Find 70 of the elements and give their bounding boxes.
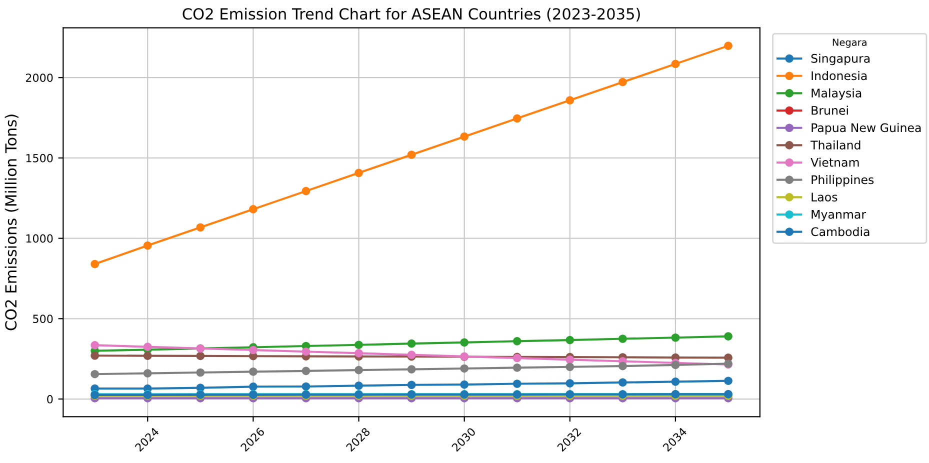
point: [196, 352, 205, 360]
point: [143, 342, 152, 351]
point: [618, 362, 627, 370]
point: [90, 370, 100, 378]
point: [354, 366, 363, 374]
y-tick-label: 2000: [26, 74, 53, 82]
legend-label: Philippines: [812, 175, 874, 186]
legend-label: Brunei: [812, 106, 848, 115]
legend-label: Laos: [812, 192, 838, 202]
point: [249, 382, 258, 391]
legend-label: Myanmar: [812, 210, 866, 222]
point: [302, 366, 310, 376]
point: [671, 60, 680, 68]
point: [512, 380, 522, 388]
point: [354, 340, 363, 350]
point: [566, 355, 574, 364]
legend-label: Indonesia: [812, 71, 867, 80]
point: [302, 186, 310, 196]
legend-label: Singapura: [811, 54, 870, 66]
point: [90, 351, 100, 360]
point: [724, 42, 732, 50]
legend-title: Negara: [832, 38, 866, 48]
y-tick-label: 1500: [26, 154, 53, 162]
point: [407, 365, 416, 374]
point: [90, 341, 100, 350]
point: [460, 132, 468, 141]
point: [302, 347, 310, 356]
point: [354, 168, 363, 178]
point: [407, 339, 416, 348]
point: [460, 380, 468, 389]
y-tick-label: 0: [47, 394, 53, 404]
point: [618, 78, 627, 86]
legend-label: Malaysia: [812, 88, 862, 100]
point: [512, 114, 522, 123]
point: [196, 223, 205, 232]
point: [407, 150, 416, 159]
point: [143, 241, 152, 250]
point: [354, 382, 363, 390]
point: [671, 333, 680, 342]
point: [566, 379, 574, 388]
point: [512, 364, 522, 372]
point: [249, 346, 258, 354]
point: [671, 378, 680, 386]
point: [566, 336, 574, 344]
legend-label: Cambodia: [811, 227, 870, 236]
point: [512, 337, 522, 346]
chart-title: CO2 Emission Trend Chart for ASEAN Countries (2023-2035): [182, 8, 640, 22]
point: [354, 349, 363, 358]
point: [618, 334, 627, 343]
y-tick-label: 500: [33, 314, 53, 324]
y-axis-title: CO2 Emissions (Million Tons): [4, 114, 18, 330]
point: [302, 382, 310, 391]
point: [196, 368, 205, 377]
point: [90, 260, 100, 268]
point: [724, 376, 732, 386]
point: [407, 380, 416, 390]
point: [143, 369, 152, 378]
point: [249, 368, 258, 376]
point: [724, 332, 732, 341]
point: [460, 338, 468, 347]
legend-label: Vietnam: [810, 158, 859, 167]
point: [618, 378, 627, 387]
legend-label: Papua New Guinea: [812, 123, 921, 134]
y-tick-label: 1000: [26, 234, 53, 243]
point: [249, 205, 258, 214]
point: [566, 362, 574, 372]
point: [566, 96, 574, 104]
point: [143, 352, 152, 360]
point: [460, 364, 468, 373]
legend-label: Thailand: [810, 140, 860, 150]
